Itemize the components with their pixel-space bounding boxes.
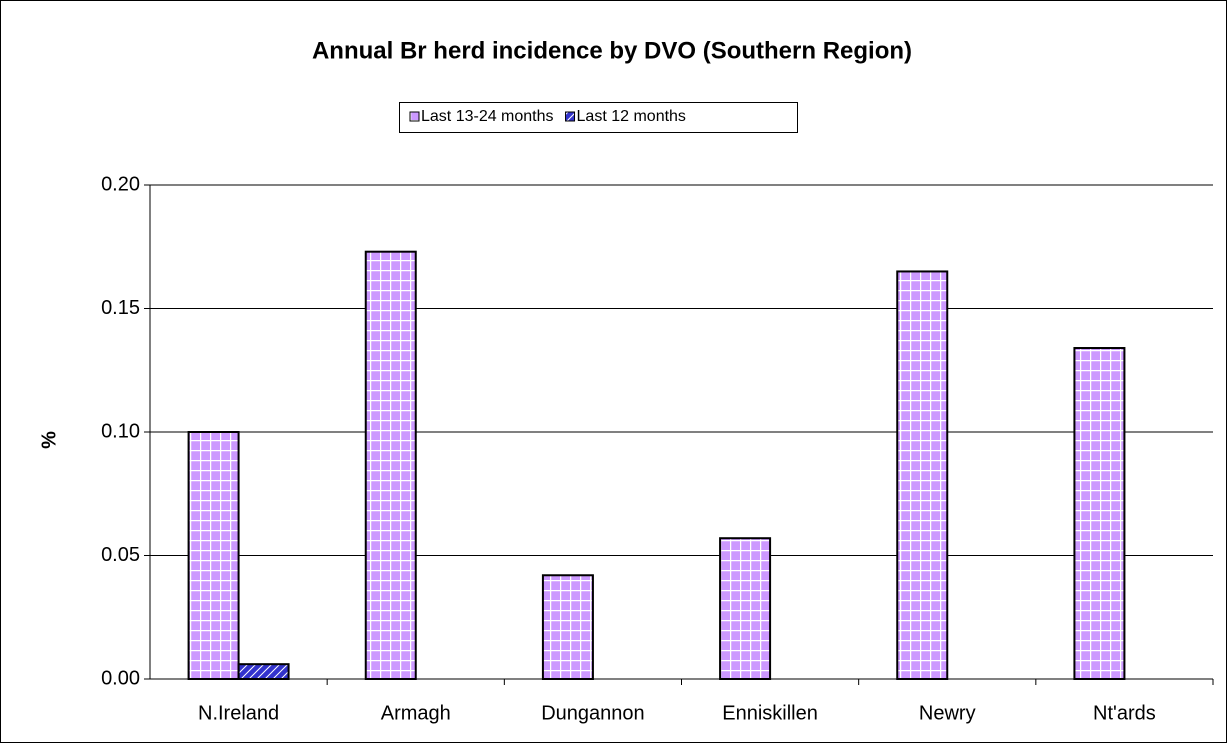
bar [719,537,772,681]
x-tick-label: Newry [919,702,976,724]
legend-swatch [409,111,420,122]
x-tick-label: Armagh [381,702,451,724]
bar [237,663,290,680]
y-tick-label: 0.10 [101,420,140,442]
y-tick-label: 0.20 [101,173,140,195]
y-tick-label: 0.00 [101,667,140,689]
bar [896,270,949,680]
legend-swatch [565,111,576,122]
bar [1073,347,1126,680]
x-tick-label: Nt'ards [1093,702,1156,724]
x-tick-label: N.Ireland [198,702,279,724]
bar [187,431,240,680]
bar [364,250,417,680]
legend-box [399,102,798,133]
y-axis-label: % [38,431,60,449]
x-tick-label: Dungannon [541,702,644,724]
y-tick-label: 0.05 [101,544,140,566]
bar [541,574,594,681]
x-tick-label: Enniskillen [722,702,818,724]
y-tick-label: 0.15 [101,297,140,319]
chart-title: Annual Br herd incidence by DVO (Souther… [312,37,912,64]
legend-label: Last 12 months [577,108,686,125]
legend-label: Last 13-24 months [421,108,554,125]
